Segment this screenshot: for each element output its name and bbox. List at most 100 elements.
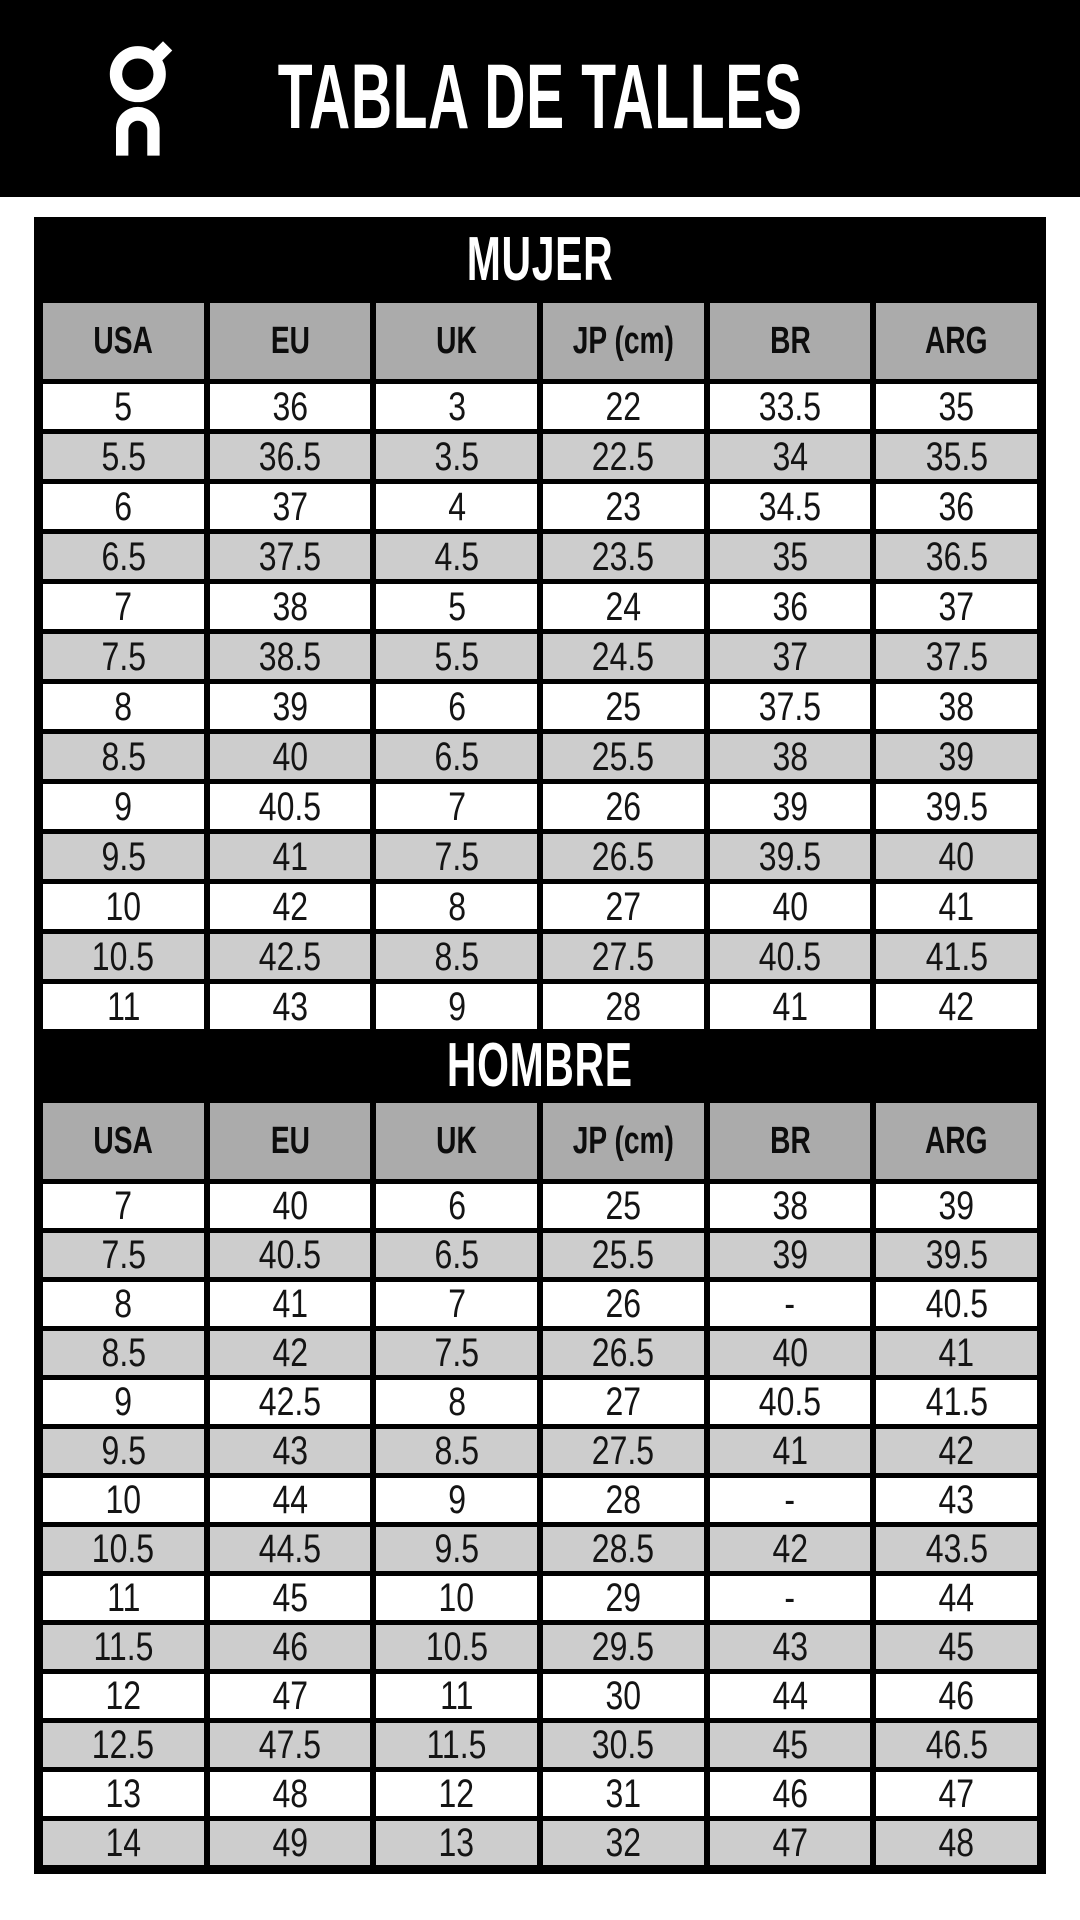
size-cell: 42 <box>209 884 371 929</box>
size-cell: 43 <box>209 1429 371 1473</box>
size-cell: 42 <box>209 1331 371 1375</box>
size-cell: 46 <box>209 1625 371 1669</box>
on-logo-icon <box>100 16 180 176</box>
size-cell: 47 <box>709 1821 871 1865</box>
column-header-usa: USA <box>43 303 204 379</box>
size-cell: 42 <box>876 1429 1037 1473</box>
size-cell: 4 <box>376 484 537 529</box>
size-cell: 35 <box>876 384 1037 429</box>
column-header-br: BR <box>709 303 871 379</box>
size-cell: 30 <box>543 1674 704 1718</box>
size-cell: 43 <box>876 1478 1037 1522</box>
size-cell: 11 <box>43 984 204 1029</box>
size-cell: 5.5 <box>376 634 537 679</box>
size-cell: 39.5 <box>709 834 871 879</box>
size-cell: 26.5 <box>543 834 704 879</box>
size-cell: 3 <box>376 384 537 429</box>
size-cell: 36 <box>209 384 371 429</box>
size-cell: 12 <box>376 1772 537 1816</box>
size-cell: 26 <box>543 1282 704 1326</box>
size-cell: 35 <box>709 534 871 579</box>
size-cell: 22 <box>543 384 704 429</box>
size-cell: 10.5 <box>43 1527 204 1571</box>
size-table-mujer: MUJER USA EU UK JP (cm) BR ARG 5 36 3 22 33.5 35 5.5… <box>43 217 1037 1029</box>
page-title: TABLA DE TALLES <box>277 45 803 148</box>
size-cell: 41 <box>709 1429 871 1473</box>
size-cell: 23.5 <box>543 534 704 579</box>
size-cell: 47 <box>876 1772 1037 1816</box>
size-cell: 26.5 <box>543 1331 704 1375</box>
size-cell: 5 <box>43 384 204 429</box>
size-cell: 12 <box>43 1674 204 1718</box>
size-cell: 44 <box>876 1576 1037 1620</box>
size-cell: 40 <box>709 1331 871 1375</box>
size-cell: 7.5 <box>43 1233 204 1277</box>
size-cell: 46 <box>709 1772 871 1816</box>
size-cell: 37.5 <box>876 634 1037 679</box>
size-cell: 9 <box>376 984 537 1029</box>
size-cell: 9 <box>376 1478 537 1522</box>
size-cell: 8 <box>43 1282 204 1326</box>
size-cell: 35.5 <box>876 434 1037 479</box>
size-cell: 43.5 <box>876 1527 1037 1571</box>
size-cell: 6 <box>376 684 537 729</box>
size-cell: 45 <box>709 1723 871 1767</box>
size-cell: 36 <box>709 584 871 629</box>
size-cell: 40.5 <box>209 1233 371 1277</box>
size-cell: 25 <box>543 684 704 729</box>
size-cell: 44 <box>709 1674 871 1718</box>
section-title-hombre: HOMBRE <box>43 1029 1037 1103</box>
size-cell: 45 <box>209 1576 371 1620</box>
size-cell: 33.5 <box>709 384 871 429</box>
size-cell: 13 <box>376 1821 537 1865</box>
size-cell: 36.5 <box>876 534 1037 579</box>
column-header-br: BR <box>709 1103 871 1179</box>
size-cell: 47.5 <box>209 1723 371 1767</box>
size-cell: 28.5 <box>543 1527 704 1571</box>
size-cell: 41 <box>876 884 1037 929</box>
size-cell: 8.5 <box>43 734 204 779</box>
size-cell: - <box>709 1576 871 1620</box>
size-cell: - <box>709 1478 871 1522</box>
size-cell: 9.5 <box>43 1429 204 1473</box>
size-cell: 39.5 <box>876 784 1037 829</box>
size-cell: 26 <box>543 784 704 829</box>
size-cell: 29 <box>543 1576 704 1620</box>
size-cell: 30.5 <box>543 1723 704 1767</box>
size-cell: 7 <box>376 1282 537 1326</box>
size-cell: 38 <box>709 1184 871 1228</box>
size-cell: 11 <box>376 1674 537 1718</box>
size-cell: 27.5 <box>543 934 704 979</box>
size-cell: 6 <box>376 1184 537 1228</box>
size-cell: 42 <box>709 1527 871 1571</box>
size-cell: 36.5 <box>209 434 371 479</box>
size-cell: 22.5 <box>543 434 704 479</box>
size-cell: 38 <box>709 734 871 779</box>
size-cell: 4.5 <box>376 534 537 579</box>
size-cell: 10 <box>43 1478 204 1522</box>
size-cell: 3.5 <box>376 434 537 479</box>
size-cell: 37.5 <box>709 684 871 729</box>
size-cell: 38 <box>876 684 1037 729</box>
size-cell: 41 <box>709 984 871 1029</box>
size-cell: 42 <box>876 984 1037 1029</box>
size-cell: 24.5 <box>543 634 704 679</box>
size-cell: 38 <box>209 584 371 629</box>
size-cell: 14 <box>43 1821 204 1865</box>
size-cell: 9 <box>43 1380 204 1424</box>
size-cell: 48 <box>876 1821 1037 1865</box>
size-cell: 24 <box>543 584 704 629</box>
size-cell: 25.5 <box>543 734 704 779</box>
size-cell: 8.5 <box>376 1429 537 1473</box>
size-cell: 7.5 <box>376 1331 537 1375</box>
column-header-arg: ARG <box>876 1103 1037 1179</box>
size-cell: 45 <box>876 1625 1037 1669</box>
column-header-uk: UK <box>376 303 537 379</box>
size-cell: 42.5 <box>209 1380 371 1424</box>
size-cell: 7 <box>43 584 204 629</box>
size-cell: 39.5 <box>876 1233 1037 1277</box>
app-header: TABLA DE TALLES <box>0 0 1080 197</box>
size-cell: 40.5 <box>709 1380 871 1424</box>
size-cell: 25.5 <box>543 1233 704 1277</box>
size-cell: 28 <box>543 984 704 1029</box>
